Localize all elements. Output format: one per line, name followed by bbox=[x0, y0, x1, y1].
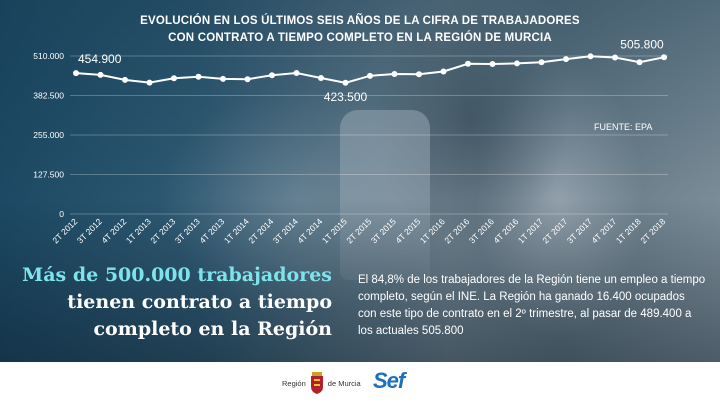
data-label: 454.900 bbox=[78, 52, 122, 66]
region-logo-left: Región bbox=[282, 378, 306, 388]
coat-of-arms-icon bbox=[310, 372, 323, 394]
headline: Más de 500.000 trabajadores tienen contr… bbox=[10, 262, 332, 343]
region-murcia-logo: Región de Murcia bbox=[282, 372, 361, 394]
headline-line3: completo en la Región bbox=[93, 318, 332, 340]
background-overlay bbox=[0, 0, 720, 362]
y-tick-label: 127.500 bbox=[33, 170, 64, 180]
data-point bbox=[122, 76, 128, 83]
data-point bbox=[367, 72, 373, 79]
x-tick-label: 3T 2013 bbox=[173, 216, 202, 245]
x-tick-label: 2T 2018 bbox=[638, 216, 667, 245]
data-point bbox=[73, 70, 79, 77]
x-tick-label: 2T 2013 bbox=[148, 216, 177, 245]
x-tick-label: 1T 2014 bbox=[222, 216, 251, 245]
data-label: 423.500 bbox=[324, 90, 368, 104]
data-point bbox=[146, 79, 153, 86]
headline-line2: tienen contrato a tiempo bbox=[67, 291, 332, 313]
data-point bbox=[269, 72, 275, 79]
data-point bbox=[661, 54, 667, 61]
y-tick-label: 0 bbox=[59, 209, 64, 219]
chart-title-line2: CON CONTRATO A TIEMPO COMPLETO EN LA REG… bbox=[168, 32, 552, 44]
data-point bbox=[489, 61, 496, 68]
x-tick-label: 3T 2012 bbox=[75, 216, 104, 245]
x-tick-label: 4T 2015 bbox=[393, 216, 422, 245]
x-tick-label: 3T 2017 bbox=[565, 216, 594, 245]
x-tick-label: 1T 2017 bbox=[516, 216, 545, 245]
x-tick-label: 1T 2015 bbox=[320, 216, 349, 245]
x-tick-label: 4T 2016 bbox=[491, 216, 520, 245]
x-tick-label: 2T 2016 bbox=[442, 216, 471, 245]
body-paragraph: El 84,8% de los trabajadores de la Regió… bbox=[358, 274, 706, 337]
data-point bbox=[587, 53, 594, 60]
source-note: FUENTE: EPA bbox=[594, 122, 653, 132]
data-point bbox=[612, 54, 618, 61]
x-tick-label: 1T 2013 bbox=[124, 216, 153, 245]
data-point bbox=[293, 70, 300, 77]
data-point bbox=[195, 73, 202, 80]
x-tick-label: 4T 2017 bbox=[589, 216, 618, 245]
region-logo-right: de Murcia bbox=[327, 378, 361, 388]
x-tick-label: 2T 2017 bbox=[540, 216, 569, 245]
data-point bbox=[171, 75, 177, 82]
x-tick-label: 1T 2018 bbox=[614, 216, 643, 245]
chart-title-line1: EVOLUCIÓN EN LOS ÚLTIMOS SEIS AÑOS DE LA… bbox=[140, 15, 580, 27]
x-tick-label: 4T 2014 bbox=[295, 216, 324, 245]
data-point bbox=[342, 79, 349, 86]
data-point bbox=[97, 71, 104, 78]
x-tick-label: 3T 2015 bbox=[369, 216, 398, 245]
data-point bbox=[318, 74, 324, 81]
x-tick-label: 2T 2015 bbox=[344, 216, 373, 245]
headline-accent: Más de 500.000 trabajadores bbox=[22, 264, 332, 286]
x-tick-label: 3T 2014 bbox=[271, 216, 300, 245]
data-point bbox=[465, 60, 471, 67]
y-tick-label: 382.500 bbox=[33, 91, 64, 101]
data-point bbox=[391, 70, 398, 77]
data-point bbox=[220, 75, 226, 82]
data-point bbox=[538, 59, 545, 66]
data-point bbox=[244, 76, 251, 83]
data-point bbox=[636, 59, 643, 66]
y-tick-label: 255.000 bbox=[33, 130, 64, 140]
footer bbox=[0, 362, 720, 405]
chart-title: EVOLUCIÓN EN LOS ÚLTIMOS SEIS AÑOS DE LA… bbox=[90, 13, 630, 47]
x-tick-label: 3T 2016 bbox=[467, 216, 496, 245]
x-tick-label: 1T 2016 bbox=[418, 216, 447, 245]
sef-logo: Sef bbox=[373, 368, 405, 393]
x-tick-label: 4T 2012 bbox=[99, 216, 128, 245]
data-point bbox=[563, 56, 569, 63]
data-point bbox=[440, 68, 447, 75]
data-point bbox=[416, 71, 422, 78]
y-tick-label: 510.000 bbox=[33, 51, 64, 61]
x-tick-label: 2T 2014 bbox=[246, 216, 275, 245]
x-tick-label: 4T 2013 bbox=[197, 216, 226, 245]
x-tick-label: 2T 2012 bbox=[50, 216, 79, 245]
data-label: 505.800 bbox=[620, 37, 664, 51]
data-point bbox=[514, 60, 520, 67]
